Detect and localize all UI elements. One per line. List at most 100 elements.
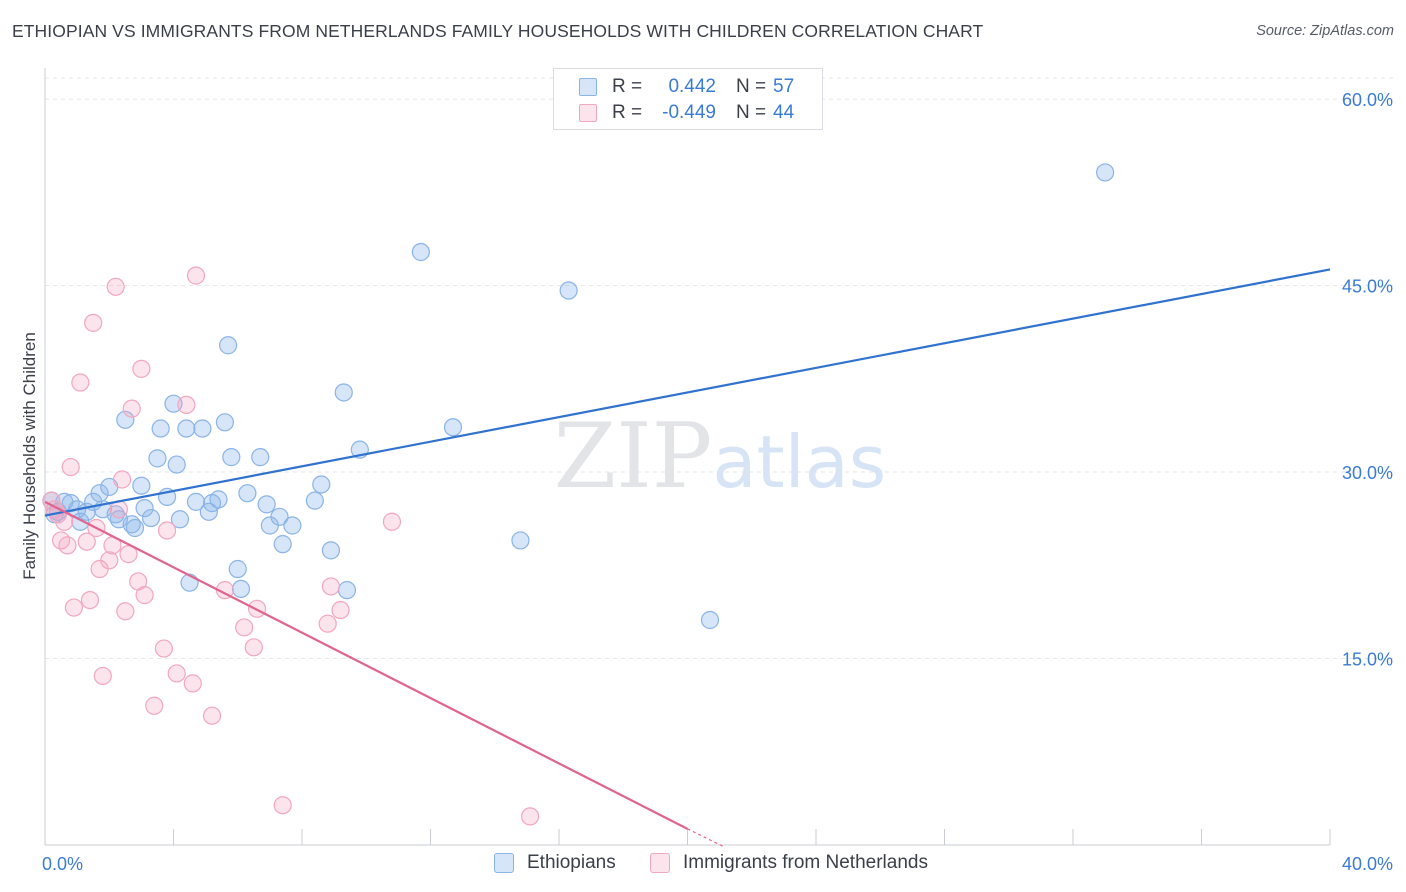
point-ethiopians (411, 242, 430, 262)
point-ethiopians (700, 610, 720, 630)
trendline-ethiopians (44, 268, 1331, 517)
point-netherlands (520, 807, 540, 826)
point-ethiopians (228, 559, 247, 579)
x-tick-label-max: 40.0% (1342, 854, 1393, 874)
point-ethiopians (337, 581, 357, 600)
y-tick-label: 45.0% (1342, 277, 1393, 297)
point-netherlands (157, 521, 177, 540)
point-ethiopians (283, 516, 302, 535)
point-ethiopians (215, 413, 234, 432)
point-netherlands (235, 618, 254, 637)
watermark-zip: ZIP (554, 404, 713, 509)
point-ethiopians (251, 448, 270, 467)
point-ethiopians (238, 484, 257, 503)
point-ethiopians (116, 410, 135, 429)
point-ethiopians (135, 498, 154, 518)
legend-label-netherlands: Immigrants from Netherlands (683, 852, 928, 873)
y-tick-label: 30.0% (1342, 463, 1393, 483)
y-tick-label: 60.0% (1342, 90, 1393, 110)
point-netherlands (202, 706, 222, 725)
axes (44, 68, 1331, 846)
grid-lines (45, 77, 1395, 660)
point-ethiopians (511, 531, 530, 550)
point-ethiopians (180, 573, 199, 592)
legend-r-value-ethiopians: 0.442 (668, 76, 716, 97)
watermark: ZIPatlas (554, 404, 887, 509)
legend-n-value-ethiopians: 57 (773, 76, 795, 97)
point-ethiopians (257, 495, 276, 514)
point-netherlands (135, 586, 154, 605)
point-ethiopians (170, 510, 190, 529)
point-netherlands (145, 696, 164, 715)
point-netherlands (93, 666, 112, 686)
trendline-netherlands-extension (687, 828, 724, 847)
point-netherlands (273, 796, 292, 815)
point-netherlands (116, 602, 135, 621)
point-netherlands (77, 532, 96, 551)
point-ethiopians (1096, 163, 1115, 182)
watermark-atlas: atlas (712, 420, 886, 504)
point-ethiopians (270, 507, 289, 526)
point-netherlands (112, 470, 132, 489)
point-ethiopians (312, 475, 331, 494)
point-ethiopians (209, 490, 228, 509)
point-netherlands (106, 277, 125, 296)
point-ethiopians (321, 541, 341, 560)
point-netherlands (382, 512, 402, 531)
point-ethiopians (141, 508, 161, 528)
y-axis-label: Family Households with Children (20, 332, 39, 580)
chart-title: ETHIOPIAN VS IMMIGRANTS FROM NETHERLANDS… (12, 21, 984, 41)
point-ethiopians (273, 535, 292, 554)
axis-ticks: 15.0% 30.0% 45.0% 60.0% 0.0% 40.0% (42, 90, 1393, 874)
point-ethiopians (177, 419, 196, 438)
point-ethiopians (167, 455, 186, 474)
point-netherlands (100, 551, 119, 570)
point-netherlands (80, 590, 100, 610)
legend-n-value-netherlands: 44 (773, 102, 795, 123)
legend-r-label: R = (612, 76, 643, 97)
legend-swatch-netherlands (650, 853, 670, 873)
point-netherlands (154, 639, 173, 658)
point-netherlands (84, 313, 103, 332)
point-ethiopians (231, 579, 251, 599)
y-tick-label: 15.0% (1342, 650, 1393, 670)
x-tick-label-min: 0.0% (42, 854, 83, 874)
legend-r-value-netherlands: -0.449 (662, 102, 716, 123)
point-ethiopians (193, 419, 212, 438)
point-netherlands (318, 614, 337, 633)
point-netherlands (122, 399, 141, 418)
trend-lines (44, 268, 1331, 847)
point-ethiopians (222, 448, 241, 467)
point-ethiopians (125, 518, 145, 538)
legend-row-ethiopians: R = 0.442 N = 57 (554, 75, 822, 101)
trendline-netherlands (44, 500, 688, 830)
point-ethiopians (559, 281, 578, 300)
point-netherlands (132, 359, 151, 378)
point-netherlands (71, 373, 90, 392)
point-netherlands (58, 536, 77, 555)
point-netherlands (183, 674, 202, 693)
point-ethiopians (305, 491, 324, 510)
point-ethiopians (164, 394, 183, 413)
point-netherlands (244, 638, 263, 657)
legend-n-label: N = (736, 102, 767, 123)
series-netherlands-points (42, 266, 540, 826)
point-ethiopians (334, 383, 353, 402)
point-netherlands (177, 395, 196, 415)
point-netherlands (64, 598, 84, 617)
legend-label-ethiopians: Ethiopians (527, 852, 616, 873)
point-netherlands (321, 577, 341, 596)
correlation-legend: R = 0.442 N = 57 R = -0.449 N = 44 (553, 68, 823, 130)
point-netherlands (167, 664, 186, 683)
point-netherlands (331, 600, 350, 620)
point-netherlands (55, 512, 74, 531)
point-ethiopians (106, 505, 125, 524)
point-ethiopians (132, 476, 151, 495)
point-ethiopians (443, 418, 463, 437)
legend-r-label: R = (612, 102, 643, 123)
point-ethiopians (148, 449, 167, 468)
legend-swatch-ethiopians (579, 78, 597, 96)
point-ethiopians (186, 492, 206, 511)
point-ethiopians (219, 336, 238, 355)
